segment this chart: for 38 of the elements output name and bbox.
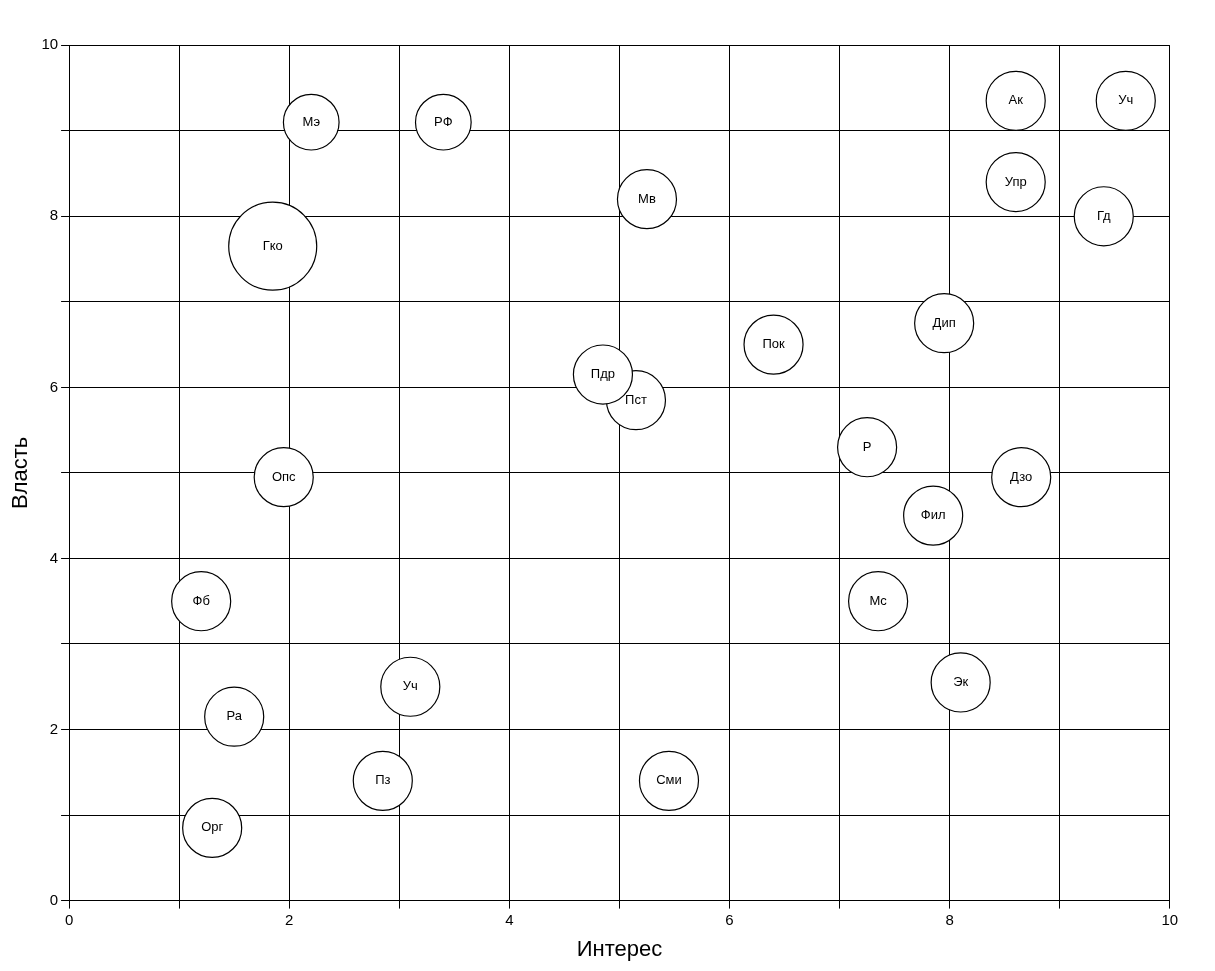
series-label: Упр: [1004, 173, 1027, 189]
series-label: Эк: [953, 674, 969, 690]
x-axis-title: Интерес: [576, 935, 663, 961]
y-axis-title: Власть: [7, 436, 33, 510]
x-tick-label: 4: [505, 910, 514, 928]
series-label: Пст: [625, 391, 647, 407]
series-label: Фил: [920, 507, 946, 523]
y-tick-label: 2: [49, 719, 59, 737]
series-label: Гд: [1096, 207, 1112, 223]
y-tick-label: 4: [49, 548, 59, 566]
series-label: Дзо: [1010, 468, 1033, 484]
x-tick-label: 2: [285, 910, 294, 928]
series-label: Фб: [192, 592, 210, 608]
series-label: Уч: [1118, 92, 1134, 108]
x-tick-label: 8: [945, 910, 954, 928]
series-label: Дип: [932, 314, 956, 330]
series-label: Ак: [1008, 92, 1024, 108]
series-label: Гко: [262, 237, 283, 253]
y-tick-label: 8: [49, 206, 59, 224]
series-label: Уч: [402, 678, 418, 694]
series-label: Пз: [375, 772, 391, 788]
x-tick-label: 10: [1161, 910, 1179, 928]
series-label: Опс: [271, 468, 297, 484]
series-label: Ра: [226, 708, 243, 724]
series-label: Сми: [656, 772, 682, 788]
series-label: Орг: [201, 819, 224, 835]
y-tick-label: 10: [41, 35, 59, 53]
x-tick-label: 6: [725, 910, 734, 928]
series-label: Мэ: [302, 113, 321, 129]
series-label: Р: [862, 438, 872, 454]
series-label: РФ: [434, 113, 453, 129]
series-label: Пдр: [590, 366, 616, 382]
y-tick-label: 6: [49, 377, 59, 395]
x-tick-label: 0: [64, 910, 74, 928]
y-tick-label: 0: [49, 890, 59, 908]
series-label: Мс: [869, 592, 888, 608]
series-label: Пок: [762, 336, 785, 352]
series-label: Мв: [638, 190, 656, 206]
